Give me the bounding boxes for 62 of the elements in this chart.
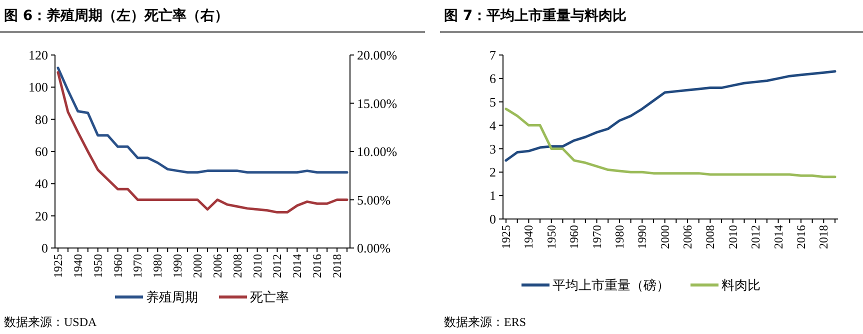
y-tick-label: 3 xyxy=(490,141,496,156)
x-tick-label: 2018 xyxy=(330,254,344,278)
y-tick-label: 4 xyxy=(490,118,496,133)
y2-tick-label: 0.00% xyxy=(357,240,391,256)
line-series xyxy=(504,108,836,178)
y-tick-label: 6 xyxy=(490,70,496,86)
y-tick-label: 100 xyxy=(28,80,48,95)
x-tick-label: 1960 xyxy=(567,225,582,249)
x-tick-label: 2018 xyxy=(816,225,831,249)
x-tick-label: 1950 xyxy=(544,225,558,249)
line-series xyxy=(504,70,836,162)
x-tick-label: 1925 xyxy=(51,254,65,278)
x-tick-label: 1925 xyxy=(499,225,513,249)
x-tick-label: 2006 xyxy=(210,254,224,278)
x-tick-label: 2006 xyxy=(680,225,695,249)
x-tick-label: 2016 xyxy=(794,225,808,249)
x-tick-label: 2014 xyxy=(771,225,786,249)
y-tick-label: 80 xyxy=(35,112,48,127)
x-tick-label: 1960 xyxy=(110,254,125,278)
line-series xyxy=(56,71,348,214)
x-tick-label: 2008 xyxy=(703,225,718,249)
x-tick-label: 1940 xyxy=(522,225,536,249)
source-note: 数据来源：USDA xyxy=(4,315,98,329)
legend-label: 养殖周期 xyxy=(146,290,198,305)
y-tick-label: 60 xyxy=(35,144,48,160)
x-tick-label: 2014 xyxy=(290,254,304,278)
chart-title: 图 7：平均上市重量与料肉比 xyxy=(444,7,627,24)
legend-label: 料肉比 xyxy=(722,278,760,293)
line-series xyxy=(56,66,348,174)
y2-tick-label: 5.00% xyxy=(357,192,391,208)
x-tick-label: 2008 xyxy=(230,254,244,278)
y-tick-label: 7 xyxy=(490,48,496,63)
y-tick-label: 5 xyxy=(490,94,496,110)
legend-label: 死亡率 xyxy=(250,290,289,305)
x-tick-label: 1990 xyxy=(635,225,650,249)
y-tick-label: 120 xyxy=(28,48,48,63)
x-tick-label: 1990 xyxy=(170,254,185,278)
y-tick-label: 2 xyxy=(490,164,496,180)
legend-label: 平均上市重量（磅） xyxy=(552,278,670,293)
x-tick-label: 1970 xyxy=(590,225,604,249)
x-tick-label: 1950 xyxy=(90,254,105,278)
x-tick-label: 2000 xyxy=(190,254,205,278)
x-tick-label: 2012 xyxy=(748,225,763,249)
x-tick-label: 2010 xyxy=(250,254,264,278)
chart-title: 图 6：养殖周期（左）死亡率（右） xyxy=(4,7,229,24)
y2-tick-label: 20.00% xyxy=(357,48,398,63)
y-tick-label: 40 xyxy=(35,176,48,192)
x-tick-label: 1970 xyxy=(130,254,145,278)
x-tick-label: 1980 xyxy=(612,225,626,249)
x-tick-label: 1980 xyxy=(150,254,165,278)
x-tick-label: 2016 xyxy=(310,254,324,278)
x-tick-label: 2012 xyxy=(270,254,284,278)
y-tick-label: 0 xyxy=(490,212,496,227)
y-tick-label: 1 xyxy=(490,188,496,204)
x-tick-label: 2000 xyxy=(658,225,672,249)
source-note: 数据来源：ERS xyxy=(444,315,526,329)
y2-tick-label: 10.00% xyxy=(357,144,398,160)
y-tick-label: 0 xyxy=(42,240,48,256)
y2-tick-label: 15.00% xyxy=(357,96,398,111)
y-tick-label: 20 xyxy=(35,208,48,224)
x-tick-label: 1940 xyxy=(70,254,85,278)
x-tick-label: 2010 xyxy=(726,225,740,249)
